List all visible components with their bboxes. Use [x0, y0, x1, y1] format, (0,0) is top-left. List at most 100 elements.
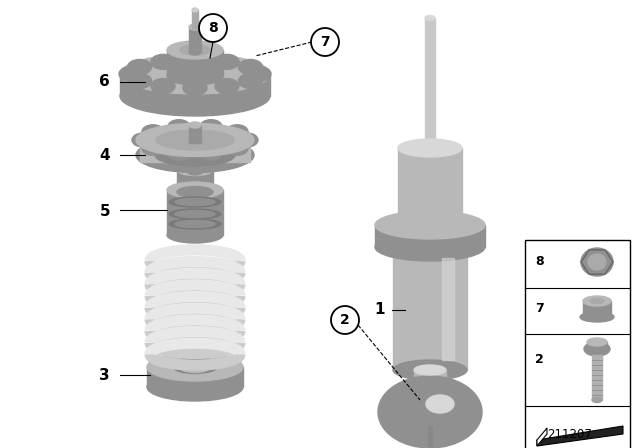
Ellipse shape: [247, 66, 271, 82]
Ellipse shape: [375, 233, 485, 261]
Text: 211207: 211207: [548, 428, 593, 441]
Text: 1: 1: [374, 302, 385, 318]
Bar: [375, 225, 485, 247]
Ellipse shape: [167, 182, 223, 198]
Ellipse shape: [120, 54, 270, 94]
Text: 5: 5: [99, 204, 110, 220]
Ellipse shape: [167, 227, 223, 243]
Bar: [398, 148, 462, 230]
Ellipse shape: [192, 8, 198, 12]
Ellipse shape: [239, 73, 262, 89]
Ellipse shape: [393, 360, 467, 380]
Bar: [177, 170, 213, 192]
Text: 7: 7: [535, 302, 544, 315]
Bar: [393, 248, 467, 370]
Ellipse shape: [215, 54, 239, 69]
Ellipse shape: [375, 211, 485, 239]
Ellipse shape: [151, 54, 175, 69]
Bar: [167, 190, 223, 235]
Ellipse shape: [169, 219, 221, 229]
Ellipse shape: [147, 373, 243, 401]
Ellipse shape: [393, 238, 467, 258]
Bar: [120, 74, 270, 96]
Ellipse shape: [189, 122, 201, 128]
Ellipse shape: [177, 186, 213, 198]
Ellipse shape: [180, 45, 210, 55]
Polygon shape: [537, 426, 623, 446]
Bar: [414, 370, 446, 400]
Ellipse shape: [142, 141, 164, 155]
Ellipse shape: [136, 138, 254, 172]
Ellipse shape: [147, 353, 243, 381]
Ellipse shape: [142, 125, 164, 139]
Bar: [425, 18, 435, 148]
Ellipse shape: [188, 147, 202, 153]
Text: 6: 6: [99, 74, 110, 90]
Ellipse shape: [175, 211, 215, 217]
Ellipse shape: [167, 41, 223, 59]
Ellipse shape: [175, 220, 215, 228]
Ellipse shape: [127, 73, 152, 89]
Ellipse shape: [136, 124, 254, 156]
Ellipse shape: [425, 16, 435, 21]
Polygon shape: [537, 428, 547, 446]
Bar: [140, 140, 250, 162]
Ellipse shape: [168, 146, 190, 160]
Ellipse shape: [236, 133, 258, 147]
Ellipse shape: [188, 169, 202, 175]
Ellipse shape: [590, 298, 604, 303]
Ellipse shape: [183, 52, 207, 68]
Ellipse shape: [378, 376, 482, 448]
Ellipse shape: [183, 81, 207, 95]
Bar: [189, 27, 201, 52]
Ellipse shape: [200, 120, 222, 134]
Bar: [147, 367, 243, 387]
Ellipse shape: [226, 141, 248, 155]
Ellipse shape: [189, 24, 201, 30]
Ellipse shape: [215, 79, 239, 94]
Text: 2: 2: [535, 353, 544, 366]
Bar: [583, 301, 611, 319]
Ellipse shape: [181, 363, 209, 372]
Ellipse shape: [584, 342, 610, 356]
Ellipse shape: [587, 338, 607, 346]
Ellipse shape: [173, 361, 217, 374]
Ellipse shape: [200, 146, 222, 160]
Bar: [525, 240, 630, 448]
Ellipse shape: [155, 144, 235, 166]
Text: 8: 8: [208, 21, 218, 35]
Ellipse shape: [592, 397, 602, 402]
Bar: [192, 10, 198, 28]
Circle shape: [331, 306, 359, 334]
Ellipse shape: [398, 139, 462, 157]
Bar: [189, 125, 201, 143]
Ellipse shape: [167, 67, 223, 85]
Bar: [442, 258, 454, 360]
Ellipse shape: [156, 130, 234, 150]
Circle shape: [311, 28, 339, 56]
Bar: [181, 350, 209, 368]
Ellipse shape: [239, 60, 262, 74]
Ellipse shape: [581, 248, 613, 276]
Bar: [167, 50, 223, 76]
Ellipse shape: [169, 209, 221, 219]
Text: 8: 8: [535, 255, 543, 268]
Ellipse shape: [398, 221, 462, 239]
Bar: [188, 150, 202, 172]
Text: 3: 3: [99, 367, 110, 383]
Ellipse shape: [181, 345, 209, 355]
Ellipse shape: [151, 79, 175, 94]
Ellipse shape: [580, 312, 614, 322]
Bar: [592, 355, 602, 400]
Ellipse shape: [426, 395, 454, 413]
Ellipse shape: [226, 125, 248, 139]
Circle shape: [199, 14, 227, 42]
Ellipse shape: [414, 365, 446, 375]
Ellipse shape: [588, 254, 606, 270]
Text: 4: 4: [99, 147, 110, 163]
Bar: [428, 426, 432, 446]
Text: 7: 7: [320, 35, 330, 49]
Ellipse shape: [169, 197, 221, 207]
Ellipse shape: [189, 49, 201, 55]
Ellipse shape: [127, 60, 152, 74]
